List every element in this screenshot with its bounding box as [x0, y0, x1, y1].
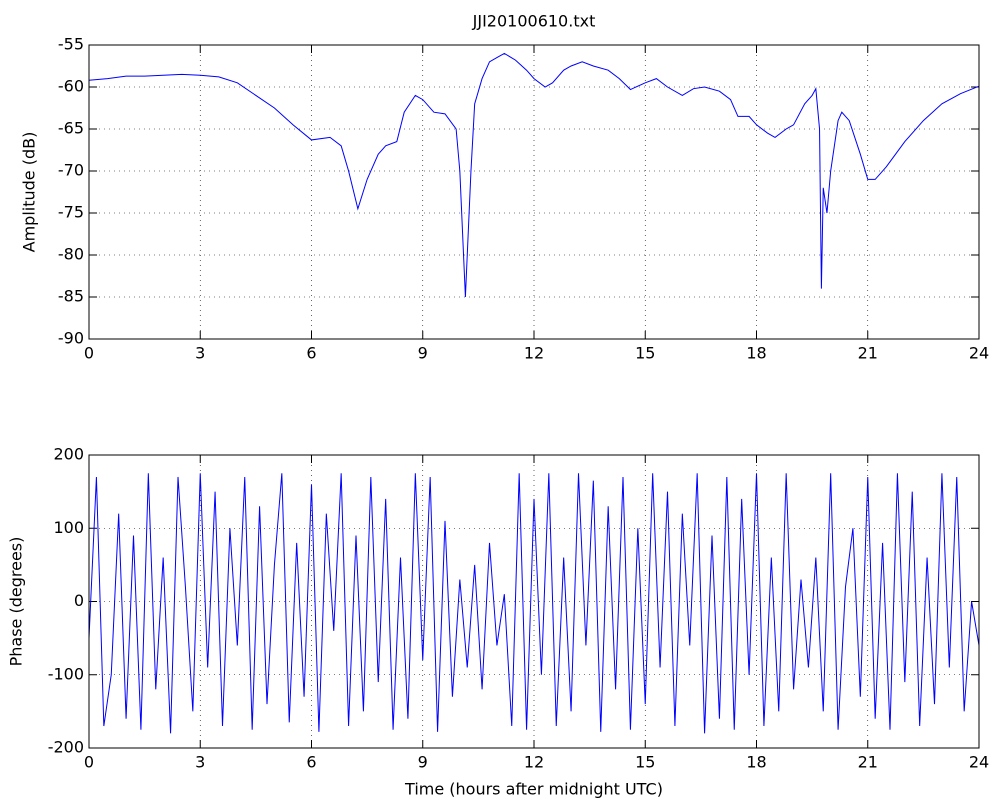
x-tick-label: 24	[969, 344, 989, 363]
x-tick-label: 6	[306, 753, 316, 772]
data-line	[88, 473, 980, 734]
y-tick-label: -55	[58, 35, 84, 54]
data-line	[88, 52, 980, 298]
x-tick-label: 9	[418, 753, 428, 772]
y-tick-label: -100	[48, 664, 84, 683]
y-tick-label: -75	[58, 203, 84, 222]
y-tick-label: -85	[58, 287, 84, 306]
x-tick-label: 18	[746, 344, 766, 363]
y-axis-label: Amplitude (dB)	[20, 132, 39, 253]
x-tick-label: 24	[969, 753, 989, 772]
x-tick-label: 21	[858, 753, 878, 772]
x-tick-label: 21	[858, 344, 878, 363]
y-tick-label: 100	[53, 518, 84, 537]
x-tick-label: 0	[84, 753, 94, 772]
y-tick-label: -60	[58, 77, 84, 96]
x-tick-label: 18	[746, 753, 766, 772]
y-tick-label: -90	[58, 329, 84, 348]
y-tick-label: 0	[74, 591, 84, 610]
y-tick-label: -65	[58, 119, 84, 138]
y-tick-label: -70	[58, 161, 84, 180]
chart-title: JJI20100610.txt	[472, 12, 596, 31]
x-axis-label: Time (hours after midnight UTC)	[404, 780, 663, 799]
x-tick-label: 15	[635, 344, 655, 363]
y-tick-label: -80	[58, 245, 84, 264]
x-tick-label: 0	[84, 344, 94, 363]
x-tick-label: 3	[195, 344, 205, 363]
y-tick-label: -200	[48, 738, 84, 757]
x-tick-label: 6	[306, 344, 316, 363]
x-tick-label: 12	[524, 344, 544, 363]
x-tick-label: 15	[635, 753, 655, 772]
axes-frame	[88, 454, 980, 749]
y-axis-label: Phase (degrees)	[7, 537, 26, 667]
x-tick-label: 9	[418, 344, 428, 363]
y-tick-label: 200	[53, 445, 84, 464]
plot-area	[89, 45, 979, 339]
x-tick-label: 3	[195, 753, 205, 772]
axes-frame	[88, 44, 980, 340]
x-tick-label: 12	[524, 753, 544, 772]
